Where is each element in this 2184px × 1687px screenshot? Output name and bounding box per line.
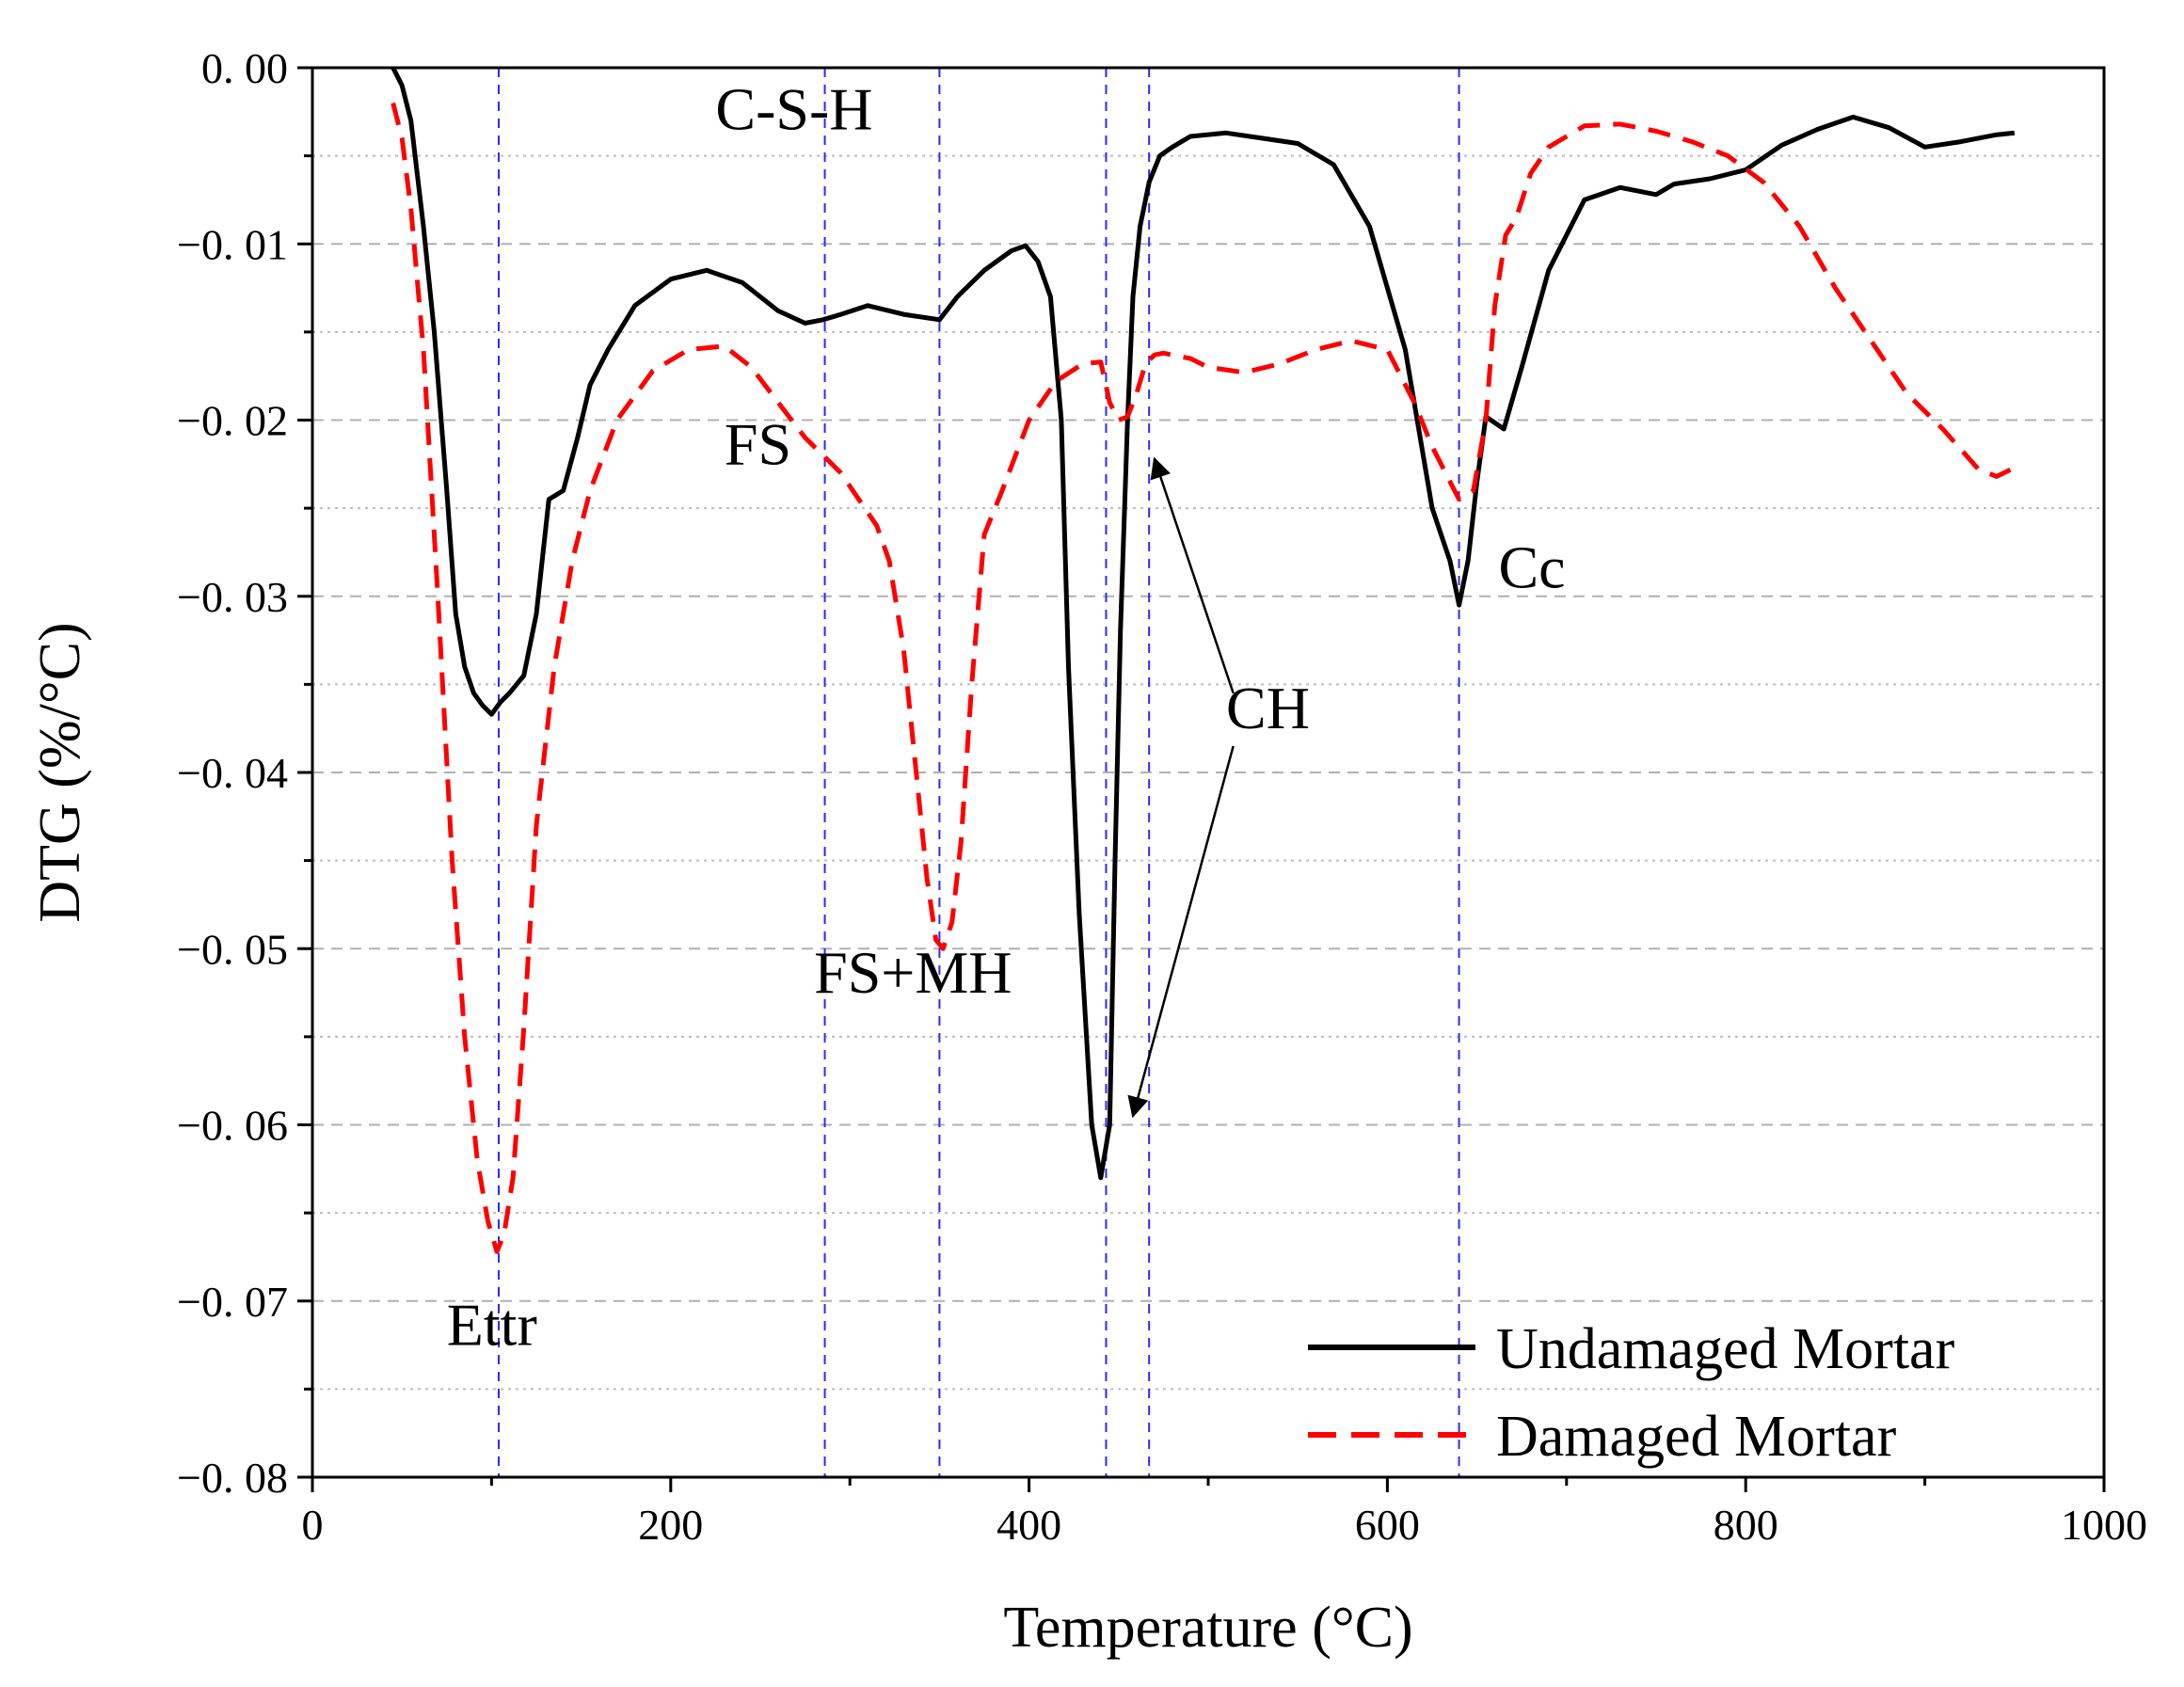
y-axis-label: DTG (%/°C) [28, 622, 92, 922]
legend-label: Damaged Mortar [1496, 1405, 1897, 1469]
y-tick-label: 0. 00 [201, 44, 288, 92]
x-tick-label: 200 [638, 1501, 703, 1549]
annotation-label: CH [1226, 675, 1310, 741]
y-tick-label: −0. 07 [177, 1278, 288, 1326]
y-tick-label: −0. 03 [177, 573, 288, 621]
x-tick-label: 0 [302, 1501, 324, 1549]
y-tick-label: −0. 04 [177, 749, 288, 797]
annotation-label: FS+MH [814, 939, 1012, 1006]
y-tick-label: −0. 08 [177, 1454, 288, 1502]
annotations: C-S-H FS FS+MH Ettr Cc CH [447, 76, 1566, 1359]
legend-label: Undamaged Mortar [1496, 1317, 1955, 1381]
axis-ticks: 0. 00 −0. 01 −0. 02 −0. 03 −0. 04 −0. 05 −0. 0… [177, 44, 2147, 1549]
x-tick-label: 800 [1714, 1501, 1778, 1549]
annotation-label: Ettr [447, 1292, 537, 1359]
series-undamaged-mortar [391, 66, 2016, 1181]
series-lines [391, 66, 2016, 1254]
annotation-arrow [1127, 745, 1235, 1119]
x-axis-label: Temperature (°C) [1003, 1596, 1412, 1660]
annotation-arrow [1150, 456, 1235, 694]
grid-lines [312, 154, 2104, 1391]
annotation-label: FS [725, 410, 791, 477]
series-damaged-mortar [391, 102, 2016, 1254]
x-tick-label: 1000 [2061, 1501, 2147, 1549]
x-tick-label: 400 [996, 1501, 1061, 1549]
y-tick-label: −0. 01 [177, 220, 288, 268]
x-tick-label: 600 [1355, 1501, 1420, 1549]
annotation-label: C-S-H [715, 76, 872, 143]
y-tick-label: −0. 02 [177, 397, 288, 445]
annotation-label: Cc [1498, 533, 1565, 600]
legend: Undamaged Mortar Damaged Mortar [1308, 1317, 1955, 1469]
y-tick-label: −0. 05 [177, 925, 288, 973]
y-tick-label: −0. 06 [177, 1102, 288, 1150]
